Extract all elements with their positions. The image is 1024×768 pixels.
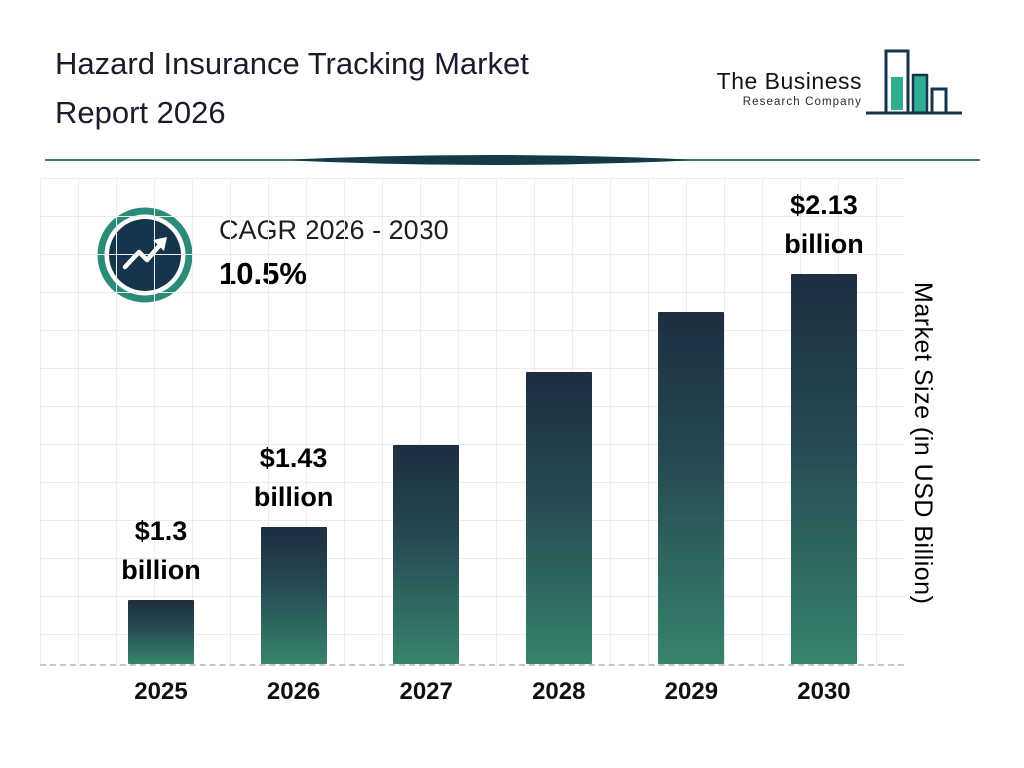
bar-slot-2028 xyxy=(493,178,625,664)
x-tick-2028: 2028 xyxy=(532,678,586,705)
x-axis-labels: 2025 2026 2027 2028 2029 2030 xyxy=(95,678,890,706)
y-axis-label: Market Size (in USD Billion) xyxy=(909,282,937,605)
x-tick-2027: 2027 xyxy=(399,678,453,705)
bar-2026 xyxy=(260,527,327,664)
page-title: Hazard Insurance Tracking Market Report … xyxy=(55,40,695,138)
bar-2029 xyxy=(658,312,725,664)
bar-slot-2029 xyxy=(625,178,757,664)
bar-slot-2027 xyxy=(360,178,492,664)
value-label-2025: $1.3 billion xyxy=(121,515,201,585)
value-label-2026: $1.43 billion xyxy=(253,442,334,512)
bar-slot-2025: $1.3 billion xyxy=(95,178,227,664)
logo-name: The Business xyxy=(716,68,862,94)
logo-bars-icon xyxy=(866,49,962,115)
bar-2025 xyxy=(128,600,194,664)
x-tick-2026: 2026 xyxy=(266,678,321,705)
x-tick-2030: 2030 xyxy=(797,678,851,705)
x-tick-2025: 2025 xyxy=(134,678,188,705)
logo-text: The Business Research Company xyxy=(717,68,862,122)
value-label-2030: $2.13 billion xyxy=(784,189,864,259)
bar-slot-2026: $1.43 billion xyxy=(228,178,360,664)
logo-subname: Research Company xyxy=(742,96,862,108)
bar-2030 xyxy=(790,274,857,664)
page-title-line1: Hazard Insurance Tracking Market xyxy=(55,46,529,81)
bars-row: $1.3 billion $1.43 billion $2.13 billion xyxy=(95,178,890,664)
page-title-line2: Report 2026 xyxy=(55,94,226,130)
logo: The Business Research Company xyxy=(717,48,962,122)
bar-2028 xyxy=(525,372,592,664)
bar-slot-2030: $2.13 billion xyxy=(758,178,890,664)
x-tick-2029: 2029 xyxy=(664,678,719,705)
chart-plot-area xyxy=(40,178,904,666)
bar-2027 xyxy=(393,445,460,664)
divider-line xyxy=(45,155,980,165)
